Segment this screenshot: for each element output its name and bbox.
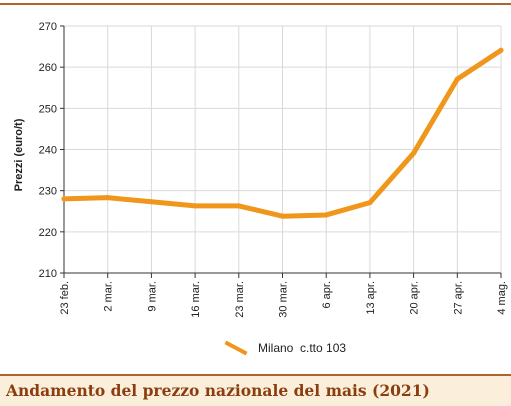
x-tick-label: 2 mar. (103, 281, 115, 312)
x-tick-label: 20 apr. (409, 281, 421, 315)
y-tick-labels: 210 220 230 240 250 260 270 (39, 21, 57, 280)
data-point (148, 199, 154, 205)
x-tick-label: 4 mag. (496, 281, 508, 315)
y-tick-label: 230 (39, 186, 57, 198)
caption-bar: Andamento del prezzo nazionale del mais … (0, 374, 511, 406)
data-point (367, 200, 373, 206)
data-point (411, 150, 417, 156)
x-tick-label: 27 apr. (452, 281, 464, 315)
y-tick-label: 220 (39, 227, 57, 239)
x-tick-label: 9 mar. (146, 281, 158, 312)
x-tick-label: 23 feb. (59, 281, 71, 315)
y-tick-label: 270 (39, 21, 57, 33)
top-rule (0, 3, 511, 5)
legend-label: Milano c.tto 103 (258, 341, 347, 355)
data-point (105, 195, 111, 201)
grid-lines (63, 25, 502, 273)
data-point (498, 47, 504, 53)
x-tick-label: 13 apr. (365, 281, 377, 315)
x-tick-label: 30 mar. (278, 281, 290, 318)
chart-caption: Andamento del prezzo nazionale del mais … (6, 381, 430, 400)
y-tick-label: 260 (39, 62, 57, 74)
data-point (454, 76, 460, 82)
x-tick-label: 23 mar. (234, 281, 246, 318)
data-point (61, 196, 67, 202)
x-tick-label: 16 mar. (190, 281, 202, 318)
x-tick-label: 6 apr. (321, 281, 333, 309)
data-point (192, 203, 198, 209)
y-tick-label: 210 (39, 268, 57, 280)
data-point (280, 213, 285, 219)
axes (60, 25, 502, 278)
legend: Milano c.tto 103 (224, 338, 346, 358)
series-group (61, 47, 504, 219)
legend-swatch (224, 340, 248, 356)
y-tick-label: 250 (39, 103, 57, 115)
x-tick-labels: 23 feb. 2 mar. 9 mar. 16 mar. 23 mar. 30 mar.… (59, 281, 508, 318)
data-point (236, 203, 242, 209)
price-line-chart: 210 220 230 240 250 260 270 23 feb. 2 mar. 9 mar… (13, 21, 508, 318)
y-axis-label: Prezzi (euro/t) (13, 118, 25, 191)
y-tick-label: 240 (39, 145, 57, 157)
data-point (323, 212, 329, 218)
